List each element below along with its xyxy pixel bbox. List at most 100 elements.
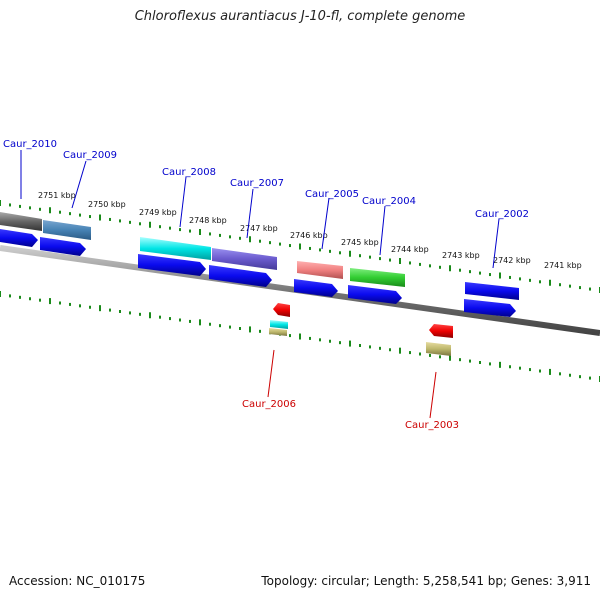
scale-label: 2750 kbp: [88, 200, 126, 209]
scale-tick: [529, 278, 531, 282]
scale-tick: [49, 207, 51, 214]
scale-tick: [379, 257, 381, 261]
scale-tick: [199, 229, 201, 235]
scale-tick: [499, 361, 501, 368]
scale-tick: [349, 250, 351, 257]
scale-tick: [169, 317, 171, 321]
gene-label-caur-2002[interactable]: Caur_2002: [475, 209, 529, 220]
scale-tick: [249, 236, 251, 243]
scale-tick: [39, 298, 41, 302]
genome-summary-text: Topology: circular; Length: 5,258,541 bp…: [261, 574, 591, 588]
cds-arrow-caur-2004[interactable]: [348, 285, 402, 304]
gene-label-caur-2010[interactable]: Caur_2010: [3, 139, 57, 150]
scale-tick: [139, 222, 141, 226]
scale-label: 2742 kbp: [493, 256, 531, 265]
scale-tick: [459, 358, 461, 362]
scale-tick: [79, 213, 81, 217]
scale-tick: [519, 366, 521, 370]
scale-tick: [539, 369, 541, 373]
scale-tick: [0, 291, 1, 297]
scale-tick: [399, 347, 401, 354]
gene-label-caur-2003[interactable]: Caur_2003: [405, 420, 459, 431]
gene-label-caur-2006[interactable]: Caur_2006: [242, 399, 296, 410]
scale-tick: [299, 243, 301, 250]
scale-tick: [459, 268, 461, 272]
scale-tick: [99, 305, 101, 312]
scale-tick: [439, 355, 441, 359]
gene-label-caur-2005[interactable]: Caur_2005: [305, 189, 359, 200]
scale-tick: [109, 308, 111, 312]
cds-arrow-caur-2005[interactable]: [294, 279, 338, 297]
scale-tick: [589, 287, 591, 291]
scale-tick: [119, 219, 121, 223]
scale-tick: [479, 271, 481, 275]
scale-tick: [499, 272, 501, 279]
scale-tick: [99, 214, 101, 221]
feature-bar-caur-2004[interactable]: [350, 268, 405, 287]
scale-tick: [309, 246, 311, 250]
feature-bar-caur-2005[interactable]: [297, 261, 343, 279]
scale-tick: [129, 311, 131, 315]
scale-tick: [59, 210, 61, 214]
scale-tick: [69, 302, 71, 306]
scale-tick: [219, 324, 221, 328]
cds-arrow-caur-2002[interactable]: [464, 299, 516, 317]
scale-label: 2743 kbp: [442, 251, 480, 260]
scale-tick: [29, 297, 31, 301]
scale-tick: [319, 338, 321, 342]
scale-tick: [69, 212, 71, 216]
scale-tick: [469, 359, 471, 363]
accession-text: Accession: NC_010175: [9, 574, 146, 588]
scale-tick: [339, 251, 341, 255]
scale-tick: [349, 340, 351, 347]
scale-label: 2744 kbp: [391, 245, 429, 254]
feature-bar-caur-2006-khaki[interactable]: [269, 328, 287, 336]
feature-bar-caur-2003[interactable]: [426, 342, 451, 356]
scale-tick: [309, 336, 311, 340]
scale-tick: [389, 258, 391, 262]
feature-bar-caur-2009[interactable]: [43, 220, 91, 240]
cds-arrow-caur-2003[interactable]: [429, 324, 453, 338]
scale-tick: [359, 254, 361, 258]
gene-label-caur-2004[interactable]: Caur_2004: [362, 196, 416, 207]
scale-tick: [269, 241, 271, 245]
scale-tick: [159, 225, 161, 229]
scale-tick: [589, 376, 591, 380]
feature-bar-caur-2002[interactable]: [465, 282, 519, 300]
scale-tick: [9, 203, 11, 207]
scale-tick: [209, 232, 211, 236]
scale-tick: [289, 334, 291, 338]
scale-tick: [179, 318, 181, 322]
feature-bar-caur-2007[interactable]: [212, 248, 277, 270]
scale-tick: [549, 368, 551, 375]
cds-arrow-caur-2009[interactable]: [40, 237, 86, 256]
scale-tick: [479, 361, 481, 364]
scale-label: 2751 kbp: [38, 191, 76, 200]
cds-arrow-caur-2008[interactable]: [138, 254, 206, 276]
scale-tick: [289, 244, 291, 248]
feature-bar-caur-2010[interactable]: [0, 212, 42, 231]
scale-tick: [569, 373, 571, 377]
leader-caur-2002: [492, 218, 500, 269]
gene-label-caur-2009[interactable]: Caur_2009: [63, 150, 117, 161]
gene-label-caur-2008[interactable]: Caur_2008: [162, 167, 216, 178]
scale-tick: [369, 255, 371, 259]
genome-title: Chloroflexus aurantiacus J-10-fl, comple…: [134, 9, 466, 24]
leader-caur-2007: [246, 188, 254, 239]
scale-tick: [399, 258, 401, 264]
scale-tick: [559, 283, 561, 287]
feature-bar-caur-2006-cyan[interactable]: [270, 320, 288, 329]
scale-label: 2749 kbp: [139, 208, 177, 217]
scale-label: 2748 kbp: [189, 216, 227, 225]
scale-tick: [169, 226, 171, 230]
scale-tick: [49, 298, 51, 305]
scale-tick: [149, 221, 151, 228]
scale-tick: [89, 305, 91, 309]
cds-arrow-caur-2007[interactable]: [209, 265, 272, 287]
gene-label-caur-2007[interactable]: Caur_2007: [230, 178, 284, 189]
cds-arrow-caur-2006[interactable]: [273, 303, 290, 317]
feature-bar-caur-2008[interactable]: [140, 237, 211, 260]
cds-arrow-caur-2010[interactable]: [0, 229, 38, 247]
scale-tick: [549, 279, 551, 286]
